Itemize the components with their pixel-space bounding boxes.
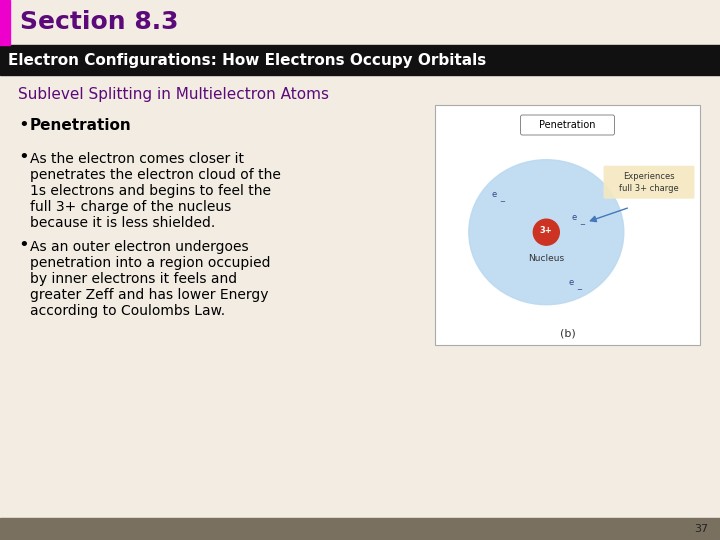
Text: because it is less shielded.: because it is less shielded.: [30, 216, 215, 230]
Text: •: •: [18, 236, 29, 254]
Text: Nucleus: Nucleus: [528, 254, 564, 263]
FancyBboxPatch shape: [603, 166, 695, 199]
Text: 37: 37: [694, 524, 708, 534]
Text: e: e: [572, 213, 577, 222]
Text: −: −: [580, 222, 585, 228]
Text: penetrates the electron cloud of the: penetrates the electron cloud of the: [30, 168, 281, 182]
FancyBboxPatch shape: [521, 115, 614, 135]
Text: e: e: [569, 278, 574, 287]
Text: Penetration: Penetration: [30, 118, 132, 132]
Text: Electron Configurations: How Electrons Occupy Orbitals: Electron Configurations: How Electrons O…: [8, 52, 486, 68]
Text: Section 8.3: Section 8.3: [20, 10, 179, 34]
Text: •: •: [18, 148, 29, 166]
Bar: [0, 0, 10, 45]
Bar: [0, 518, 720, 540]
Text: Experiences
full 3+ charge: Experiences full 3+ charge: [619, 172, 679, 193]
Text: Penetration: Penetration: [539, 120, 595, 130]
Text: (b): (b): [559, 328, 575, 338]
Text: 3+: 3+: [540, 226, 553, 235]
Circle shape: [534, 219, 559, 245]
Text: 1s electrons and begins to feel the: 1s electrons and begins to feel the: [30, 184, 271, 198]
Text: according to Coulombs Law.: according to Coulombs Law.: [30, 304, 225, 318]
Bar: [10, 0, 720, 45]
Text: −: −: [500, 199, 505, 205]
Text: penetration into a region occupied: penetration into a region occupied: [30, 256, 271, 270]
Ellipse shape: [469, 160, 624, 305]
Text: •: •: [18, 116, 29, 134]
Text: −: −: [577, 287, 582, 293]
Text: e: e: [492, 190, 497, 199]
Text: As the electron comes closer it: As the electron comes closer it: [30, 152, 244, 166]
Bar: [0, 45, 720, 75]
Text: Sublevel Splitting in Multielectron Atoms: Sublevel Splitting in Multielectron Atom…: [18, 87, 329, 103]
Text: by inner electrons it feels and: by inner electrons it feels and: [30, 272, 237, 286]
Text: As an outer electron undergoes: As an outer electron undergoes: [30, 240, 248, 254]
Text: full 3+ charge of the nucleus: full 3+ charge of the nucleus: [30, 200, 231, 214]
Bar: [435, 105, 700, 345]
Text: greater Zeff and has lower Energy: greater Zeff and has lower Energy: [30, 288, 269, 302]
